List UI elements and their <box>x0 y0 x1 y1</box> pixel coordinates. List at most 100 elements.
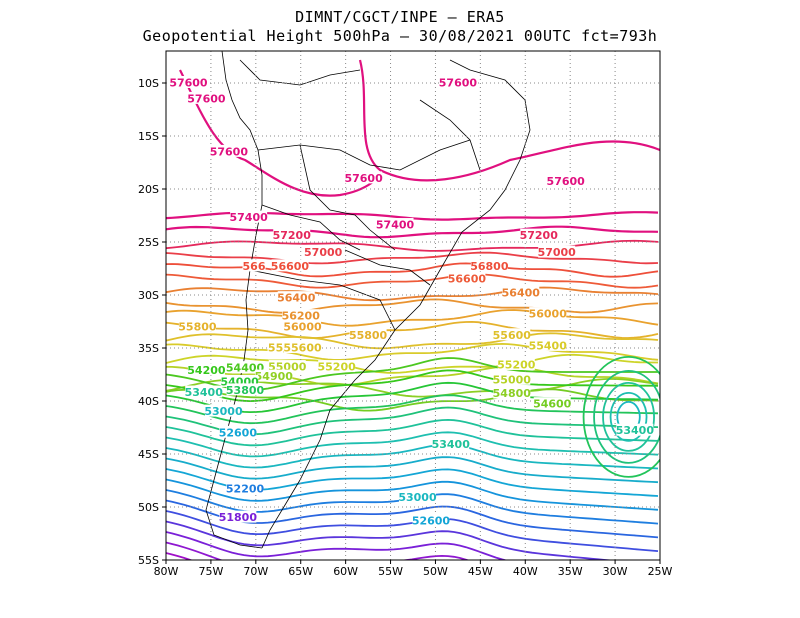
height-contour <box>166 418 659 447</box>
x-axis-ticks: 80W 75W 70W 65W 60W 55W 50W 45W 40W 35W 30W 25W <box>154 560 673 578</box>
height-contour <box>166 353 658 374</box>
plot-frame <box>165 50 661 561</box>
y-tick-label: 40S <box>138 395 159 408</box>
contour-label-background <box>448 272 486 285</box>
height-contour <box>166 520 616 560</box>
contour-label-background <box>277 291 315 304</box>
y-tick-label: 20S <box>138 183 159 196</box>
height-contour <box>179 69 381 197</box>
contour-label-background <box>439 76 477 88</box>
coastline-border <box>261 204 361 251</box>
contour-value-label: 53000 <box>204 405 243 418</box>
contour-label-background <box>497 357 535 370</box>
x-tick-label: 80W <box>154 565 179 578</box>
contour-value-label: 57400 <box>376 219 415 232</box>
contour-value-label: 55400 <box>529 339 568 352</box>
contour-label-background <box>226 383 264 396</box>
contour-label-background <box>185 385 223 398</box>
contour-value-label: 57000 <box>304 246 343 259</box>
contour-value-label: 56400 <box>277 292 316 305</box>
contour-value-label: 55200 <box>318 361 357 374</box>
contour-value-label: 57600 <box>210 145 249 158</box>
contour-value-label: 57600 <box>439 77 478 90</box>
contour-label-background <box>493 386 531 399</box>
coastline-border <box>249 269 396 331</box>
x-tick-label: 30W <box>603 565 628 578</box>
contour-value-label: 52600 <box>219 426 258 439</box>
contour-value-label: 53000 <box>398 491 437 504</box>
contour-label-background <box>242 259 266 272</box>
coastline-border <box>299 144 396 251</box>
y-tick-label: 45S <box>138 448 159 461</box>
contour-label-background <box>520 228 558 241</box>
coastline-border <box>419 99 481 171</box>
contour-label-background <box>219 510 257 523</box>
contour-label-background <box>282 309 320 322</box>
height-contour <box>166 552 194 560</box>
height-contour <box>166 531 508 560</box>
contour-label-background <box>284 341 322 353</box>
contour-value-label: 56800 <box>470 260 509 273</box>
contour-label-background <box>616 423 654 436</box>
contour-label-background <box>268 360 306 373</box>
contour-value-label: 53800 <box>226 384 265 397</box>
map-title-line-1: DIMNT/CGCT/INPE – ERA5 <box>295 8 505 26</box>
contour-label-background <box>398 490 436 503</box>
contour-value-label: 57400 <box>229 211 268 224</box>
height-contour <box>166 541 470 560</box>
closed-low-contour <box>602 381 655 452</box>
contour-value-label: 54900 <box>255 370 294 383</box>
contour-label-background <box>470 259 508 272</box>
contour-label-background <box>267 341 284 353</box>
y-tick-label: 10S <box>138 77 159 90</box>
contour-label-background <box>493 372 531 385</box>
x-tick-label: 35W <box>558 565 583 578</box>
contour-value-label: 57200 <box>273 229 312 242</box>
contour-value-label: 56400 <box>502 286 541 299</box>
contour-label-background <box>210 144 248 157</box>
x-tick-label: 75W <box>198 565 223 578</box>
contour-label-background <box>187 91 225 104</box>
height-contour <box>166 443 659 470</box>
contour-value-label: 52200 <box>226 482 265 495</box>
height-contour <box>166 273 659 289</box>
contour-label-background <box>318 360 356 373</box>
x-tick-label: 40W <box>513 565 538 578</box>
x-tick-label: 45W <box>468 565 493 578</box>
contour-label-background <box>226 361 264 374</box>
x-tick-label: 50W <box>423 565 448 578</box>
contour-label-background <box>538 245 576 258</box>
contour-value-label: 57000 <box>538 246 577 259</box>
contour-labels: 57600 57600 57600 57600 57600 57600 57400 57400… <box>169 76 654 527</box>
height-contour <box>166 478 659 511</box>
contour-value-label: 54800 <box>493 387 532 400</box>
contour-value-label: 55600 <box>283 342 322 355</box>
contour-label-background <box>349 328 387 341</box>
x-tick-label: 65W <box>288 565 313 578</box>
contour-value-label: 54600 <box>533 398 572 411</box>
height-contour <box>166 332 659 350</box>
contour-value-label: 55800 <box>349 329 388 342</box>
contour-value-label: 56000 <box>529 308 568 321</box>
contour-label-background <box>547 174 585 187</box>
x-tick-label: 60W <box>333 565 358 578</box>
y-tick-label: 25S <box>138 236 159 249</box>
height-contour <box>166 225 659 239</box>
height-contour <box>166 298 659 314</box>
height-contour <box>166 369 659 403</box>
contour-label-background <box>230 210 268 223</box>
height-contour <box>166 381 659 414</box>
coastline-border <box>239 59 361 86</box>
closed-low-contour <box>593 370 660 464</box>
gridlines <box>166 51 660 560</box>
height-contour <box>166 239 659 252</box>
contour-value-label: 56200 <box>282 310 321 323</box>
y-tick-label: 55S <box>138 554 159 567</box>
y-axis-ticks: 10S 15S 20S 25S 30S 35S 40S 45S 50S 55S <box>138 77 166 567</box>
contour-value-label: 51800 <box>219 511 258 524</box>
contour-value-label: 53400 <box>432 438 471 451</box>
height-contour <box>166 510 659 552</box>
coastline-border <box>205 51 263 549</box>
contour-value-label: 53400 <box>616 424 655 437</box>
